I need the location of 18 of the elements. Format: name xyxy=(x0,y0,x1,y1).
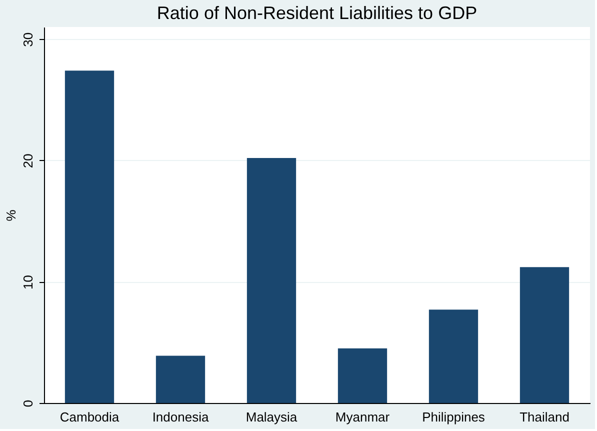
y-axis-title: % xyxy=(4,209,18,222)
y-tick-label: 20 xyxy=(20,154,36,168)
chart-title: Ratio of Non-Resident Liabilities to GDP xyxy=(156,3,478,23)
bar xyxy=(156,356,206,403)
bar xyxy=(338,348,388,403)
x-tick-label: Philippines xyxy=(422,410,486,424)
bar xyxy=(520,267,570,403)
x-tick-label: Cambodia xyxy=(60,410,120,424)
y-tick-label: 30 xyxy=(20,32,36,47)
y-tick-label: 10 xyxy=(20,274,36,290)
x-tick-label: Thailand xyxy=(520,410,570,424)
y-tick-label: 0 xyxy=(20,400,36,408)
bar xyxy=(246,158,296,403)
bar xyxy=(428,310,478,403)
x-tick-label: Malaysia xyxy=(246,410,298,424)
x-tick-label: Myanmar xyxy=(335,410,390,424)
bar xyxy=(64,70,114,403)
x-tick-label: Indonesia xyxy=(152,410,210,424)
